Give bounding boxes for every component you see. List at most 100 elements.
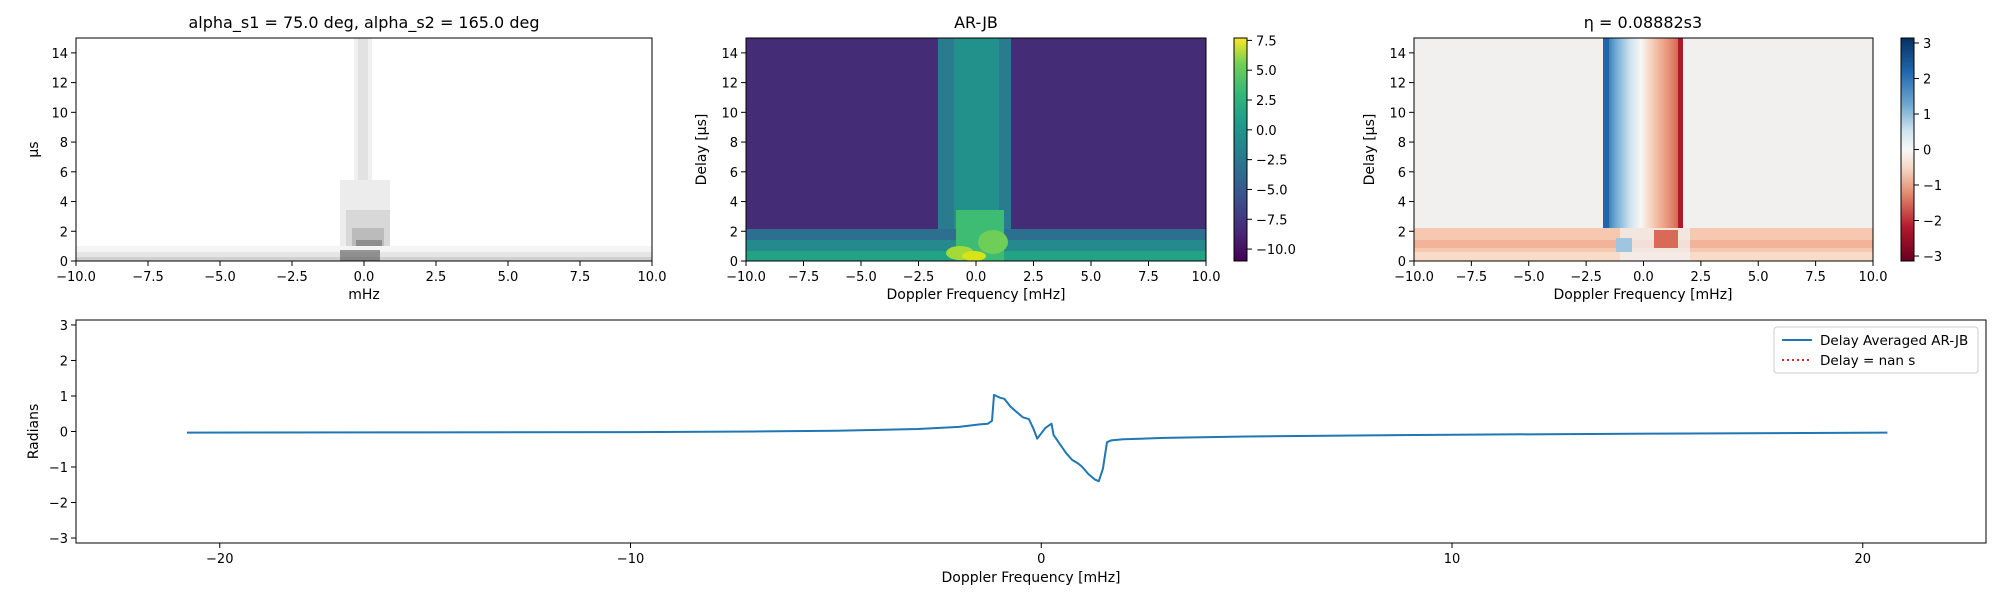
y-tick-label: 12	[51, 77, 68, 92]
y-tick-label: 8	[60, 136, 68, 151]
x-axis: −20 −10 0 10 20	[206, 543, 1871, 567]
plot-frame	[1413, 37, 1874, 262]
x-tick-label: 7.5	[1805, 270, 1826, 285]
x-tick-label: −2.5	[276, 270, 308, 285]
colorbar: 7.5 5.0 2.5 0.0 −2.5 −5.0 −7.5 −10.0	[1233, 34, 1296, 262]
y-tick-label: 0	[60, 426, 68, 441]
colorbar-tick-label: 7.5	[1256, 34, 1277, 49]
colorbar-tick-label: 0	[1923, 144, 1931, 159]
heatmap-image	[76, 38, 652, 261]
x-axis: −10.0 −7.5 −5.0 −2.5 0.0 2.5 5.0 7.5 10.0	[56, 261, 666, 285]
x-tick-label: 5.0	[498, 270, 519, 285]
x-tick-label: −20	[206, 552, 233, 567]
x-tick-label: 2.5	[426, 270, 447, 285]
y-tick-label: 4	[730, 196, 738, 211]
y-tick-label: 3	[60, 319, 68, 334]
x-tick-label: −10.0	[56, 270, 96, 285]
x-tick-label: −2.5	[1570, 270, 1602, 285]
y-tick-label: 6	[730, 166, 738, 181]
heatmap-panel-ar-jb: AR-JB −10.0 −7.5 −5.0 −2.5 0.0 2.5 5.0 7.5 10.0 …	[694, 13, 1296, 303]
x-tick-label: −5.0	[845, 270, 877, 285]
y-tick-label: 0	[60, 255, 68, 270]
heatmap-image	[746, 38, 1206, 261]
x-tick-label: 2.5	[1691, 270, 1712, 285]
y-tick-label: 6	[60, 166, 68, 181]
y-tick-label: 2	[1398, 225, 1406, 240]
plot-frame	[75, 319, 1987, 544]
legend-box	[1773, 326, 1979, 374]
y-tick-label: 1	[60, 390, 68, 405]
y-tick-label: 0	[730, 255, 738, 270]
y-tick-label: −3	[49, 532, 68, 547]
colorbar-tick-label: 2.5	[1256, 94, 1277, 109]
colorbar-tick-label: 0.0	[1256, 124, 1277, 139]
colorbar-tick-label: −5.0	[1256, 183, 1288, 198]
y-tick-label: 4	[60, 196, 68, 211]
y-tick-label: 10	[721, 106, 738, 121]
y-tick-label: 14	[1389, 47, 1406, 62]
y-axis-label: Radians	[26, 404, 42, 460]
y-tick-label: 12	[1389, 77, 1406, 92]
y-tick-label: −1	[49, 461, 68, 476]
y-tick-label: 12	[721, 77, 738, 92]
colorbar-tick-label: −1	[1923, 179, 1942, 194]
y-axis-label: Delay [µs]	[694, 114, 710, 186]
y-tick-label: 0	[1398, 255, 1406, 270]
colorbar-tick-label: 5.0	[1256, 64, 1277, 79]
x-tick-label: 5.0	[1081, 270, 1102, 285]
y-tick-label: 2	[60, 225, 68, 240]
y-tick-label: 10	[51, 106, 68, 121]
x-axis-label: Doppler Frequency [mHz]	[941, 570, 1120, 586]
y-tick-label: 8	[730, 136, 738, 151]
colorbar-tick-label: 1	[1923, 108, 1931, 123]
colorbar-tick-label: −7.5	[1256, 213, 1288, 228]
colorbar-tick-label: −3	[1923, 250, 1942, 265]
colorbar: 3 2 1 0 −1 −2 −3	[1900, 37, 1942, 265]
panel-title: alpha_s1 = 75.0 deg, alpha_s2 = 165.0 de…	[189, 13, 540, 33]
x-tick-label: −10.0	[726, 270, 766, 285]
y-axis: 0 2 4 6 8 10 12 14	[1389, 47, 1414, 270]
x-tick-label: 0.0	[966, 270, 987, 285]
colorbar-ticks: 3 2 1 0 −1 −2 −3	[1914, 37, 1942, 265]
y-tick-label: 2	[730, 225, 738, 240]
x-tick-label: 0.0	[1633, 270, 1654, 285]
series-layer	[186, 393, 1888, 483]
x-tick-label: 0	[1037, 552, 1045, 567]
legend-label-series-2: Delay = nan s	[1820, 353, 1915, 369]
legend-label-series-1: Delay Averaged AR-JB	[1820, 333, 1968, 349]
x-tick-label: 5.0	[1748, 270, 1769, 285]
x-axis-label: Doppler Frequency [mHz]	[1553, 287, 1732, 303]
x-axis: −10.0 −7.5 −5.0 −2.5 0.0 2.5 5.0 7.5 10.0	[1394, 261, 1887, 285]
y-tick-label: 8	[1398, 136, 1406, 151]
y-tick-label: 4	[1398, 196, 1406, 211]
heatmap-panel-eta: η = 0.08882s3 −10.0 −7.5 −5.0 −2.5 0.0 2.5 5.0…	[1362, 13, 1942, 303]
x-axis: −10.0 −7.5 −5.0 −2.5 0.0 2.5 5.0 7.5 10.0	[726, 261, 1220, 285]
x-tick-label: −10	[617, 552, 644, 567]
y-tick-label: 14	[51, 47, 68, 62]
heatmap-image	[1414, 38, 1873, 261]
colorbar-tick-label: 2	[1923, 72, 1931, 87]
x-tick-label: 10.0	[1192, 270, 1221, 285]
colorbar-tick-label: −10.0	[1256, 243, 1296, 258]
plot-frame	[745, 37, 1207, 262]
series-line	[186, 393, 1888, 483]
x-tick-label: −7.5	[132, 270, 164, 285]
y-tick-label: −2	[49, 497, 68, 512]
legend: Delay Averaged AR-JB Delay = nan s	[1773, 326, 1979, 374]
x-tick-label: 2.5	[1023, 270, 1044, 285]
plot-frame	[75, 37, 653, 262]
y-axis: 0 2 4 6 8 10 12 14	[721, 47, 746, 270]
y-axis-label: Delay [µs]	[1362, 114, 1378, 186]
x-axis-label: mHz	[348, 287, 380, 303]
colorbar-tick-label: 3	[1923, 37, 1931, 52]
panel-title: AR-JB	[954, 13, 998, 32]
x-tick-label: −5.0	[1513, 270, 1545, 285]
x-tick-label: 7.5	[1138, 270, 1159, 285]
y-tick-label: 14	[721, 47, 738, 62]
x-tick-label: 0.0	[354, 270, 375, 285]
y-tick-label: 10	[1389, 106, 1406, 121]
y-axis: 3 2 1 0 −1 −2 −3	[49, 319, 76, 547]
x-tick-label: −2.5	[903, 270, 935, 285]
